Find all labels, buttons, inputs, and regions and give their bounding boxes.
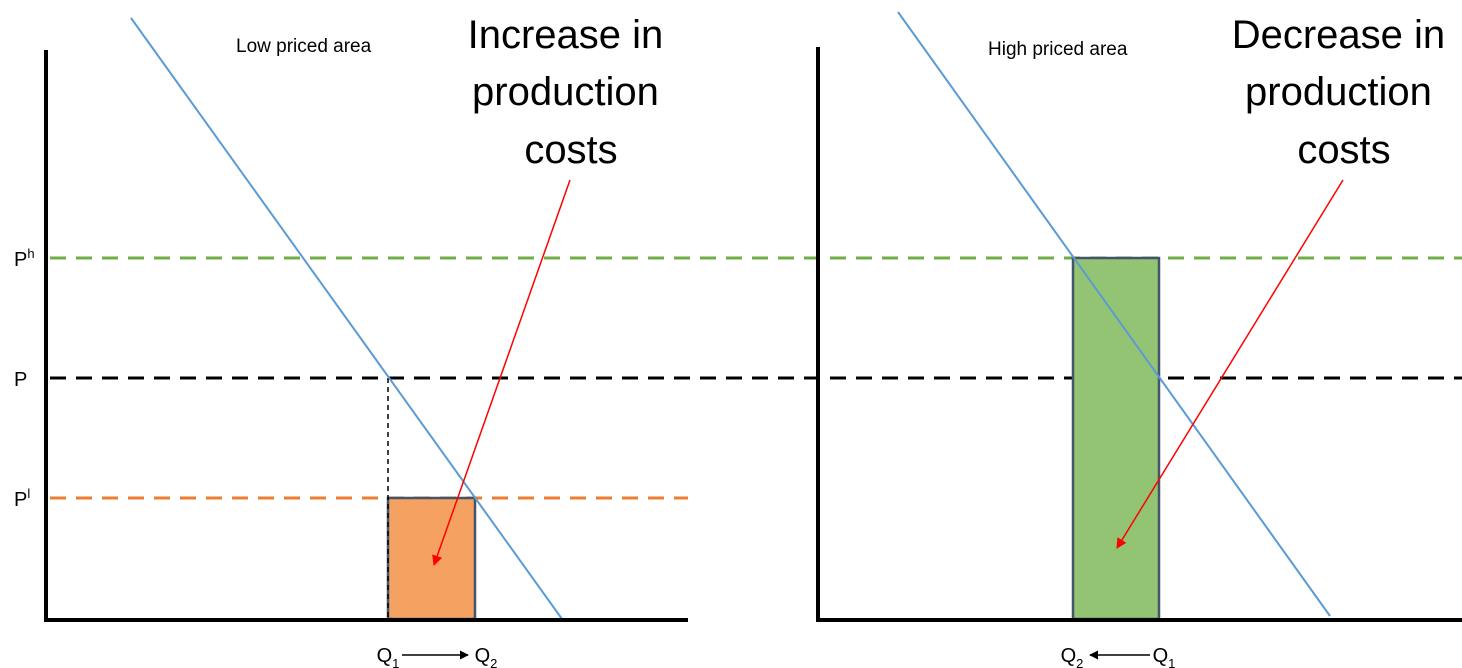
- left-annotation-line-2: production: [472, 70, 659, 114]
- right-q2-label: Q2: [1061, 645, 1084, 668]
- right-annotation-line-3: costs: [1297, 128, 1390, 172]
- pl-label: Pl: [14, 486, 30, 511]
- left-panel: Low priced area Increase in production c…: [44, 13, 688, 668]
- left-red-arrow: [432, 179, 571, 566]
- left-q2-label: Q2: [475, 645, 498, 668]
- right-annotation-line-1: Decrease in: [1232, 13, 1445, 57]
- left-annotation-line-1: Increase in: [468, 13, 664, 57]
- right-demand-line: [897, 11, 1331, 617]
- green-cost-rect: [1071, 256, 1161, 621]
- left-q1-label: Q1: [377, 645, 400, 668]
- left-panel-title: Low priced area: [236, 36, 372, 57]
- p-label: P: [14, 369, 27, 391]
- left-demand-line: [130, 17, 563, 620]
- right-q1-label: Q1: [1153, 645, 1176, 668]
- right-annotation-line-2: production: [1245, 70, 1432, 114]
- right-red-arrow: [1116, 179, 1344, 549]
- ph-label: Ph: [14, 246, 35, 271]
- left-annotation: Increase in production costs: [468, 13, 675, 172]
- left-annotation-line-3: costs: [524, 128, 617, 172]
- orange-cost-rect: [386, 496, 477, 621]
- right-annotation: Decrease in production costs: [1232, 13, 1457, 172]
- right-panel-title: High priced area: [988, 39, 1128, 60]
- right-panel: High priced area Decrease in production …: [816, 11, 1462, 668]
